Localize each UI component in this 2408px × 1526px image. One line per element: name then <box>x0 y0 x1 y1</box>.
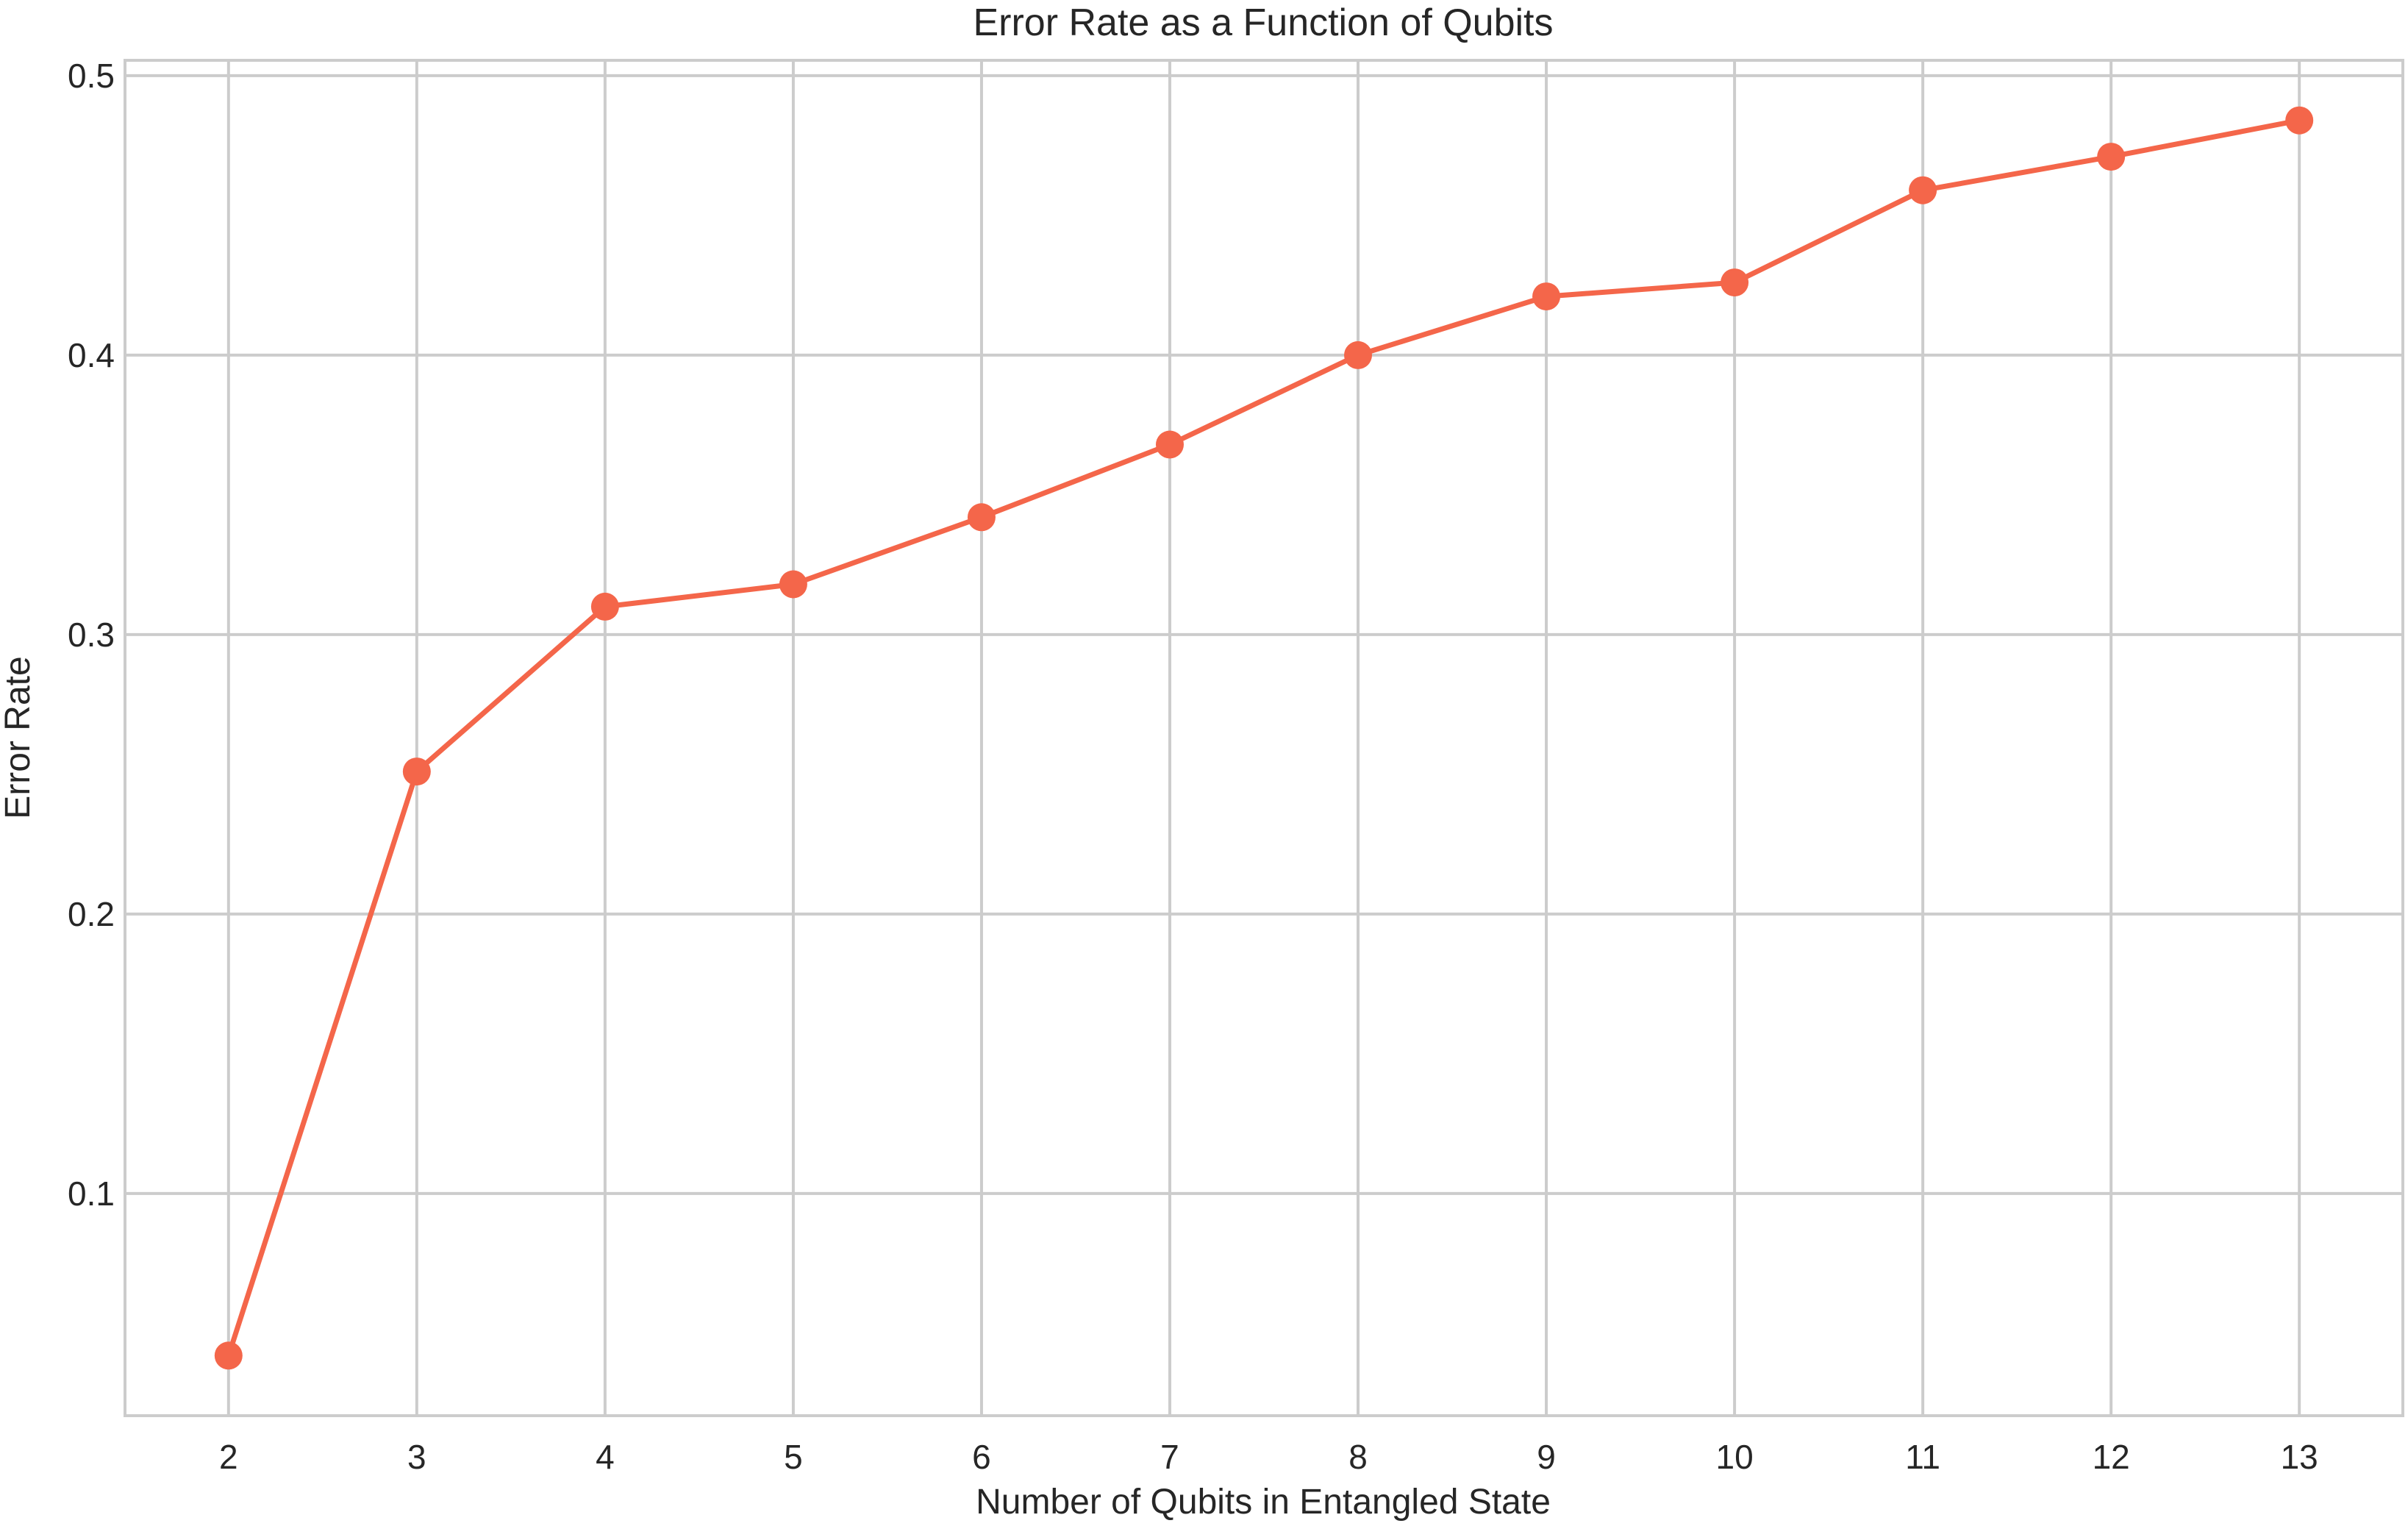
x-tick-label: 12 <box>2093 1438 2130 1476</box>
data-point <box>214 1341 243 1370</box>
data-point <box>1155 430 1184 459</box>
x-axis-label: Number of Qubits in Entangled State <box>976 1483 1551 1522</box>
series-line <box>226 118 2302 1358</box>
tick-labels: 2 3 4 5 6 7 8 9 10 11 12 13 0.1 0.2 0.3 0.4 0.5 <box>68 57 2318 1476</box>
x-tick-label: 10 <box>1715 1438 1753 1476</box>
x-tick-label: 7 <box>1160 1438 1179 1476</box>
data-point <box>2285 106 2314 135</box>
x-tick-label: 2 <box>219 1438 238 1476</box>
data-point <box>1532 282 1561 311</box>
x-tick-label: 8 <box>1348 1438 1368 1476</box>
data-point <box>967 503 996 532</box>
data-point <box>1721 268 1749 297</box>
data-point <box>590 592 619 621</box>
y-tick-label: 0.5 <box>68 57 115 95</box>
x-tick-label: 11 <box>1905 1438 1940 1476</box>
y-tick-label: 0.1 <box>68 1174 115 1213</box>
y-tick-label: 0.3 <box>68 616 115 654</box>
grid-lines <box>125 60 2403 1416</box>
series-layer <box>214 106 2314 1370</box>
x-tick-label: 9 <box>1537 1438 1556 1476</box>
data-point <box>402 757 431 786</box>
chart-title: Error Rate as a Function of Qubits <box>973 1 1553 44</box>
x-tick-label: 6 <box>972 1438 991 1476</box>
x-tick-label: 13 <box>2281 1438 2318 1476</box>
data-point <box>2097 143 2126 171</box>
data-point <box>1344 341 1373 369</box>
x-tick-label: 3 <box>407 1438 426 1476</box>
plot-frame <box>124 59 2404 1417</box>
x-tick-label: 4 <box>596 1438 615 1476</box>
y-axis-label: Error Rate <box>0 656 37 819</box>
y-tick-label: 0.4 <box>68 336 115 374</box>
y-tick-label: 0.2 <box>68 895 115 933</box>
x-tick-label: 5 <box>784 1438 803 1476</box>
data-point <box>779 570 807 599</box>
data-point <box>1909 176 1937 204</box>
